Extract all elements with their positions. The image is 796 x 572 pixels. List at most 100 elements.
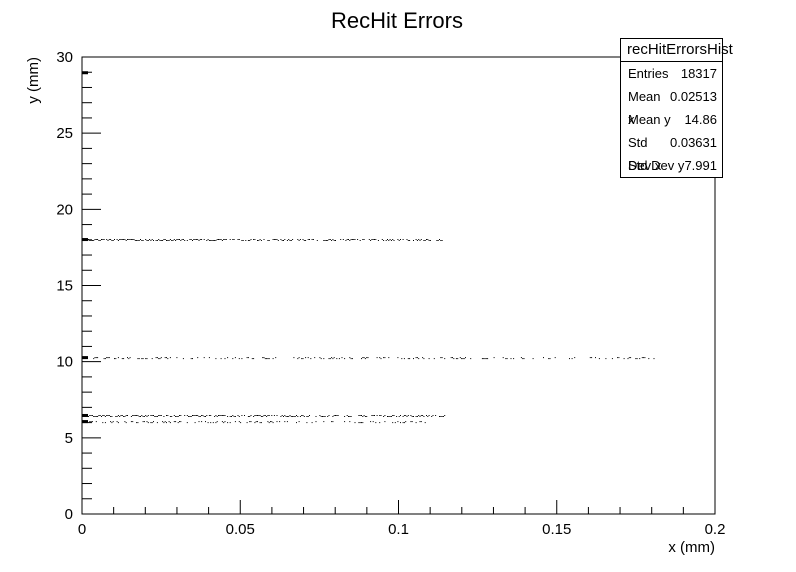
data-point: [428, 240, 430, 241]
data-point: [296, 415, 297, 416]
data-point: [108, 415, 110, 416]
data-point: [455, 358, 457, 360]
data-point: [163, 239, 165, 240]
data-point: [299, 416, 301, 417]
data-point: [193, 415, 195, 416]
data-point: [89, 415, 91, 416]
data-point: [188, 416, 190, 417]
data-point: [375, 239, 377, 240]
data-point: [163, 416, 165, 417]
data-point: [302, 358, 304, 360]
data-point: [120, 239, 122, 240]
data-point: [227, 357, 229, 359]
y-tick-label: 30: [56, 49, 73, 66]
data-point-cluster: [82, 71, 88, 75]
data-point: [320, 416, 322, 417]
data-point: [403, 415, 405, 416]
data-point: [120, 415, 122, 416]
data-point: [227, 422, 229, 424]
data-point: [179, 421, 180, 423]
data-point: [110, 416, 112, 417]
data-point: [374, 415, 375, 416]
data-point: [180, 421, 182, 423]
data-point: [158, 358, 160, 360]
data-point: [437, 240, 439, 241]
data-point: [294, 416, 296, 417]
data-point: [388, 240, 390, 241]
data-point: [298, 240, 300, 241]
data-point: [344, 416, 346, 417]
data-point: [420, 415, 422, 416]
stats-row-mean-x: Mean x 0.02513: [621, 85, 722, 127]
data-point: [197, 239, 199, 240]
data-point: [385, 240, 387, 241]
data-point: [332, 421, 334, 423]
data-point: [432, 415, 434, 416]
data-point: [298, 357, 300, 359]
data-point: [121, 415, 123, 416]
data-point: [254, 415, 256, 416]
data-point: [372, 421, 374, 423]
data-point: [441, 357, 443, 359]
data-point: [166, 240, 167, 241]
data-point: [194, 415, 196, 416]
data-point: [216, 239, 218, 240]
data-point: [241, 415, 243, 416]
data-point: [281, 415, 283, 416]
data-point: [156, 422, 158, 424]
data-point: [346, 239, 348, 240]
data-point: [263, 415, 265, 416]
data-point: [117, 357, 119, 359]
data-point: [199, 239, 201, 240]
data-point: [441, 240, 443, 241]
data-point: [142, 421, 144, 423]
data-point: [397, 239, 399, 240]
data-point: [272, 422, 274, 424]
data-point: [422, 415, 424, 416]
data-point: [186, 415, 188, 416]
data-point: [242, 240, 244, 241]
data-point: [368, 239, 370, 240]
data-point: [129, 357, 131, 359]
data-point: [267, 421, 269, 423]
stats-label: Mean y: [628, 112, 671, 127]
data-point: [349, 421, 351, 423]
data-point: [91, 415, 93, 416]
data-point: [407, 415, 409, 416]
data-point: [306, 416, 308, 417]
data-point: [218, 239, 219, 240]
data-point: [160, 357, 162, 359]
data-point: [493, 357, 495, 359]
data-point: [384, 357, 386, 359]
data-point: [636, 358, 638, 360]
data-point: [266, 358, 268, 360]
data-point: [201, 239, 203, 240]
data-point: [396, 416, 398, 417]
data-point: [176, 239, 178, 240]
data-point: [543, 357, 544, 359]
x-axis-label: x (mm): [668, 539, 715, 556]
data-point: [227, 416, 229, 417]
data-point: [392, 239, 394, 240]
data-point: [132, 415, 134, 416]
data-point: [392, 415, 394, 416]
data-point: [259, 422, 261, 424]
y-axis: 0 5 10 15 20 25 30: [56, 49, 101, 523]
data-point: [119, 239, 121, 240]
data-point: [372, 239, 374, 240]
data-point: [136, 415, 138, 416]
data-point: [520, 357, 522, 359]
data-point: [485, 358, 487, 360]
data-point: [595, 357, 596, 359]
data-point: [103, 239, 105, 240]
data-point: [214, 240, 216, 241]
data-point: [206, 415, 208, 416]
data-point: [366, 357, 368, 359]
data-point: [276, 239, 278, 240]
data-point: [156, 240, 158, 241]
data-point: [323, 421, 325, 423]
data-point: [232, 415, 234, 416]
data-point: [125, 422, 127, 424]
data-point: [348, 416, 349, 417]
